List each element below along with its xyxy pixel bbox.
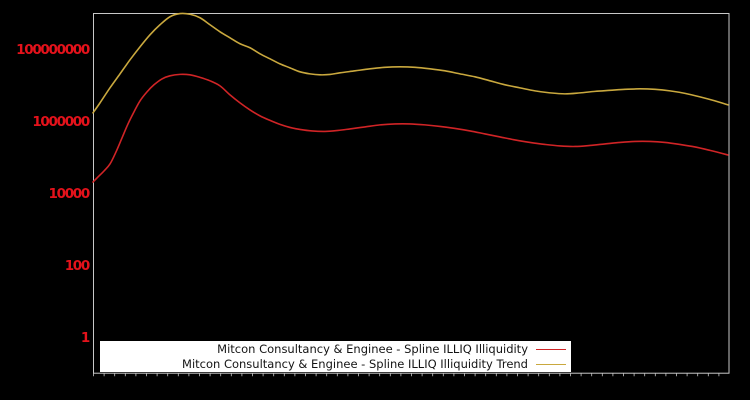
x-axis-minor-ticks xyxy=(93,373,720,377)
y-axis-tick-label: 10000 xyxy=(48,185,91,202)
curve-illiquidity-trend xyxy=(92,12,729,114)
legend-line-sample-yellow xyxy=(536,363,566,365)
legend-item-illiquidity: Mitcon Consultancy & Enginee - Spline IL… xyxy=(100,342,571,357)
legend-label-illiquidity: Mitcon Consultancy & Enginee - Spline IL… xyxy=(217,341,528,356)
y-axis-tick-label: 100 xyxy=(64,258,91,275)
y-axis-tick-label: 1000000 xyxy=(32,113,90,130)
legend-line-sample-red xyxy=(536,348,566,350)
y-axis-tick-label: 100000000 xyxy=(16,42,90,58)
curve-illiquidity xyxy=(92,73,729,183)
legend-item-trend: Mitcon Consultancy & Enginee - Spline IL… xyxy=(100,357,571,372)
legend-label-trend: Mitcon Consultancy & Enginee - Spline IL… xyxy=(182,356,528,371)
legend: Mitcon Consultancy & Enginee - Spline IL… xyxy=(100,341,571,372)
y-axis-tick-label: 1 xyxy=(80,330,90,347)
